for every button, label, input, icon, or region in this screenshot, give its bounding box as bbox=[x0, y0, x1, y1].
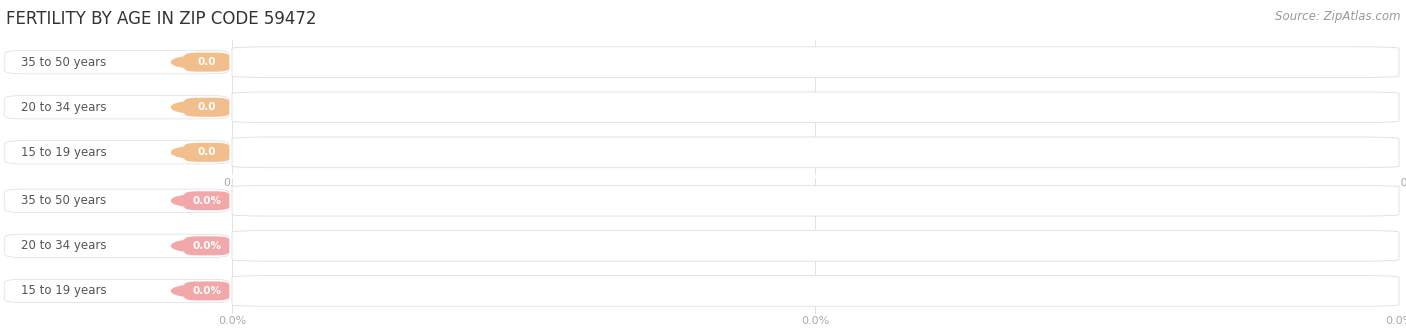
Text: 35 to 50 years: 35 to 50 years bbox=[21, 56, 107, 69]
Text: 0.0%: 0.0% bbox=[193, 286, 221, 296]
Text: 20 to 34 years: 20 to 34 years bbox=[21, 239, 107, 252]
Text: 0.0: 0.0 bbox=[197, 57, 217, 67]
Text: 0.0%: 0.0% bbox=[193, 241, 221, 251]
FancyBboxPatch shape bbox=[232, 137, 1399, 168]
FancyBboxPatch shape bbox=[232, 92, 1399, 122]
FancyBboxPatch shape bbox=[232, 276, 1399, 306]
Text: 0.0: 0.0 bbox=[197, 102, 217, 112]
Text: 0.0: 0.0 bbox=[197, 148, 217, 157]
Text: 20 to 34 years: 20 to 34 years bbox=[21, 101, 107, 114]
Text: 0.0%: 0.0% bbox=[193, 196, 221, 206]
FancyBboxPatch shape bbox=[232, 47, 1399, 78]
Text: Source: ZipAtlas.com: Source: ZipAtlas.com bbox=[1275, 10, 1400, 23]
FancyBboxPatch shape bbox=[232, 185, 1399, 216]
Text: FERTILITY BY AGE IN ZIP CODE 59472: FERTILITY BY AGE IN ZIP CODE 59472 bbox=[6, 10, 316, 28]
Text: 35 to 50 years: 35 to 50 years bbox=[21, 194, 107, 207]
Text: 15 to 19 years: 15 to 19 years bbox=[21, 284, 107, 297]
FancyBboxPatch shape bbox=[232, 231, 1399, 261]
Text: 15 to 19 years: 15 to 19 years bbox=[21, 146, 107, 159]
